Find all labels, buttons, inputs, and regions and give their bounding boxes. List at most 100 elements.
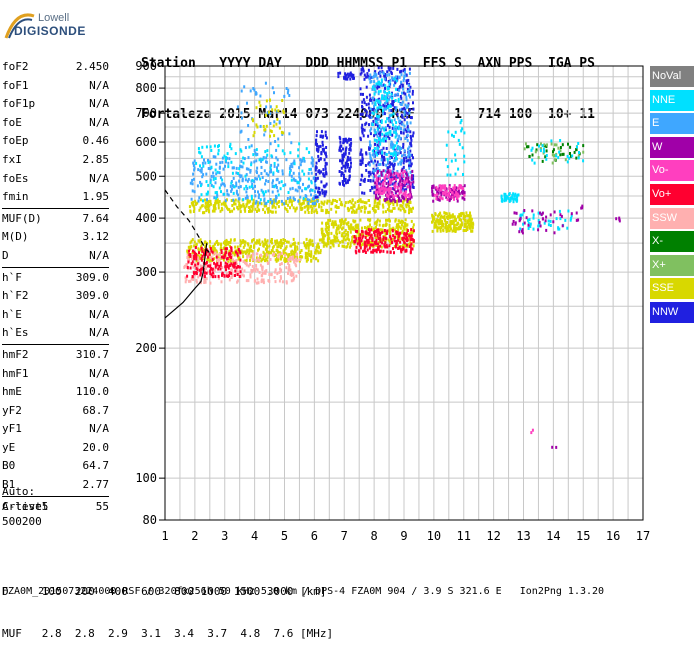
echo-point [310,250,313,254]
echo-point [333,223,335,227]
echo-point [195,280,198,284]
echo-point [360,200,363,204]
echo-point [226,192,229,196]
echo-point [435,185,438,189]
echo-point [376,220,379,224]
echo-point [260,172,263,175]
echo-point [409,158,412,162]
echo-point [388,239,391,243]
echo-point [377,197,379,201]
echo-point [344,139,347,143]
echo-point [315,161,318,165]
echo-point [412,226,415,230]
echo-point [258,238,261,242]
echo-point [392,197,395,201]
echo-point [229,184,232,188]
echo-point [246,187,249,190]
echo-point [255,159,258,163]
echo-point [188,205,191,209]
echo-point [282,249,285,253]
echo-point [317,147,320,151]
echo-point [558,209,561,213]
echo-points [183,66,621,449]
echo-point [388,192,391,196]
echo-point [396,112,399,116]
echo-point [560,214,563,218]
echo-point [446,197,449,201]
echo-point [441,220,444,224]
echo-point [462,217,465,220]
echo-point [311,162,314,166]
echo-point [504,192,507,196]
echo-point [557,156,560,160]
echo-point [368,230,371,234]
echo-point [335,229,338,233]
echo-point [380,119,383,123]
profile_dashed [164,189,212,255]
echo-point [265,179,267,183]
echo-point [441,215,444,219]
echo-point [397,162,400,166]
echo-point [399,204,402,208]
echo-point [246,101,248,105]
echo-point [199,268,202,272]
echo-point [219,263,222,267]
echo-point [263,270,266,274]
echo-point [390,143,392,147]
echo-point [383,188,386,192]
echo-point [412,223,415,227]
echo-point [409,108,412,112]
echo-point [403,236,405,240]
echo-point [282,241,285,245]
echo-point [190,197,193,201]
echo-point [407,159,410,163]
echo-point [261,158,264,162]
echo-point [439,219,442,223]
echo-point [448,184,451,188]
echo-point [201,249,204,253]
echo-point [224,240,227,243]
echo-point [212,177,215,181]
echo-point [388,227,391,231]
echo-point [364,236,367,239]
echo-point [280,251,283,255]
echo-point [508,199,511,203]
echo-point [375,242,377,246]
echo-point [461,211,464,215]
echo-point [286,240,288,244]
echo-point [367,228,370,232]
echo-point [335,204,338,208]
param-row: h`E N/A [2,306,109,325]
echo-point [218,200,221,203]
echo-point [237,271,240,274]
param-row: D N/A [2,247,109,266]
echo-point [275,105,278,109]
echo-point [204,206,207,209]
echo-point [343,219,346,223]
echo-point [526,145,528,149]
echo-point [401,85,404,89]
echo-point [224,241,227,245]
echo-point [373,149,376,152]
echo-point [553,231,556,235]
echo-point [361,236,364,240]
echo-point [386,207,389,211]
echo-point [379,133,382,137]
echo-point [242,250,245,254]
echo-point [392,203,395,206]
echo-point [220,242,223,246]
echo-point [471,222,474,226]
param-value: 2.85 [82,152,110,166]
echo-point [364,122,367,126]
echo-point [394,235,396,239]
echo-point [245,263,248,267]
echo-point [262,244,265,247]
echo-point [401,196,404,200]
echo-point [349,138,352,141]
echo-point [470,217,473,221]
echo-point [284,239,286,242]
legend-item-nne: NNE [650,89,694,111]
echo-point [400,80,403,84]
param-key: C-level [2,499,49,513]
echo-point [555,445,558,449]
